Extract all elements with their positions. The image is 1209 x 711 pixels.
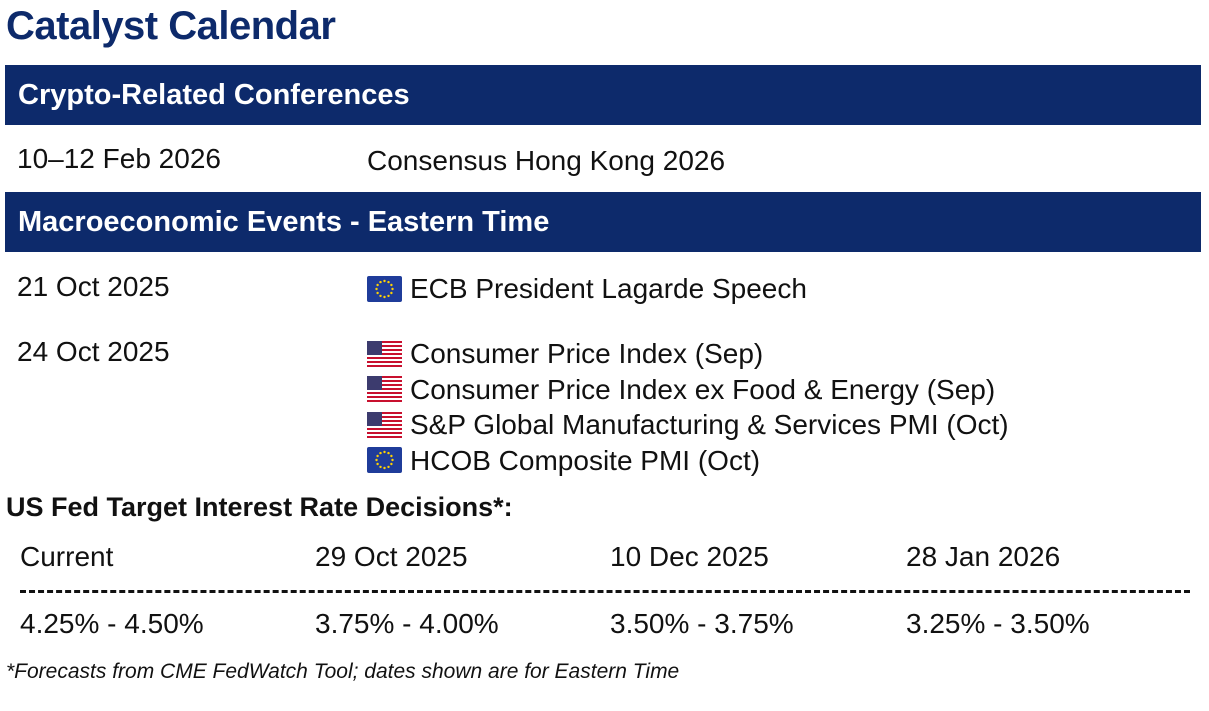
event-date: 24 Oct 2025 (17, 336, 170, 367)
event-text: Consumer Price Index (Sep) (410, 338, 764, 369)
event-text: ECB President Lagarde Speech (410, 273, 807, 304)
event-item: HCOB Composite PMI (Oct) (367, 443, 1009, 479)
event-text: Consensus Hong Kong 2026 (367, 145, 726, 176)
fed-date: 28 Jan 2026 (906, 541, 1061, 572)
us-flag-icon (367, 340, 402, 367)
event-item: ECB President Lagarde Speech (367, 271, 807, 307)
us-flag-icon (367, 376, 402, 403)
fed-rate: 3.75% - 4.00% (315, 608, 499, 639)
event-item: S&P Global Manufacturing & Services PMI … (367, 407, 1009, 443)
fed-rate: 3.25% - 3.50% (906, 608, 1090, 639)
event-text: Consumer Price Index ex Food & Energy (S… (410, 373, 996, 405)
section-header-macro: Macroeconomic Events - Eastern Time (5, 192, 1201, 252)
event-item: Consensus Hong Kong 2026 (367, 143, 725, 179)
us-flag-icon (367, 411, 402, 438)
fed-heading: US Fed Target Interest Rate Decisions*: (6, 492, 513, 522)
event-date: 21 Oct 2025 (17, 271, 170, 302)
fed-date: 29 Oct 2025 (315, 541, 468, 572)
fed-rate: 4.25% - 4.50% (20, 608, 204, 639)
dashed-divider (20, 590, 1190, 593)
event-text: HCOB Composite PMI (Oct) (410, 444, 761, 476)
eu-flag-icon (367, 275, 402, 302)
event-date: 10–12 Feb 2026 (17, 143, 221, 174)
eu-flag-icon (367, 447, 402, 474)
footnote: *Forecasts from CME FedWatch Tool; dates… (6, 660, 680, 683)
event-item: Consumer Price Index (Sep) (367, 336, 1009, 372)
event-text: S&P Global Manufacturing & Services PMI … (410, 409, 1009, 440)
section-header-conferences: Crypto-Related Conferences (5, 65, 1201, 125)
fed-date: Current (20, 541, 114, 572)
fed-rate: 3.50% - 3.75% (610, 608, 794, 639)
page-title: Catalyst Calendar (6, 4, 336, 48)
event-item: Consumer Price Index ex Food & Energy (S… (367, 372, 1009, 408)
fed-date: 10 Dec 2025 (610, 541, 769, 572)
